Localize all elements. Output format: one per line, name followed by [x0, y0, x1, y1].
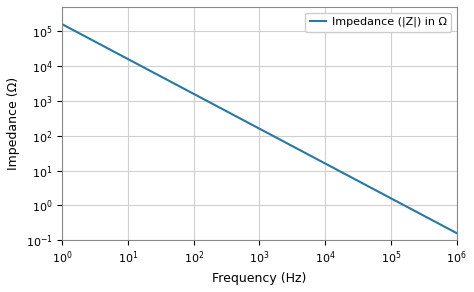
X-axis label: Frequency (Hz): Frequency (Hz) — [212, 272, 307, 285]
Impedance (|Z|) in Ω — [59, 22, 65, 26]
Impedance (|Z|) in Ω — [374, 189, 380, 193]
Impedance (|Z|) in Ω — [330, 166, 336, 169]
Y-axis label: Impedance (Ω): Impedance (Ω) — [7, 77, 20, 170]
Legend: Impedance (|Z|) in Ω: Impedance (|Z|) in Ω — [305, 13, 451, 32]
Line: Impedance (|Z|) in Ω: Impedance (|Z|) in Ω — [62, 24, 457, 233]
Impedance (|Z|) in Ω — [367, 185, 373, 189]
Impedance (|Z|) in Ω — [454, 231, 460, 235]
Impedance (|Z|) in Ω — [100, 44, 105, 47]
Impedance (|Z|) in Ω — [233, 114, 239, 118]
Impedance (|Z|) in Ω — [219, 107, 225, 110]
